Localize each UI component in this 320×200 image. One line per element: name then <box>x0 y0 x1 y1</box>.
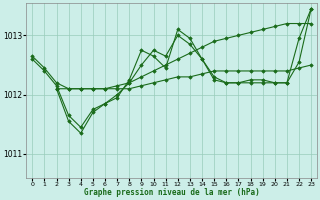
X-axis label: Graphe pression niveau de la mer (hPa): Graphe pression niveau de la mer (hPa) <box>84 188 260 197</box>
